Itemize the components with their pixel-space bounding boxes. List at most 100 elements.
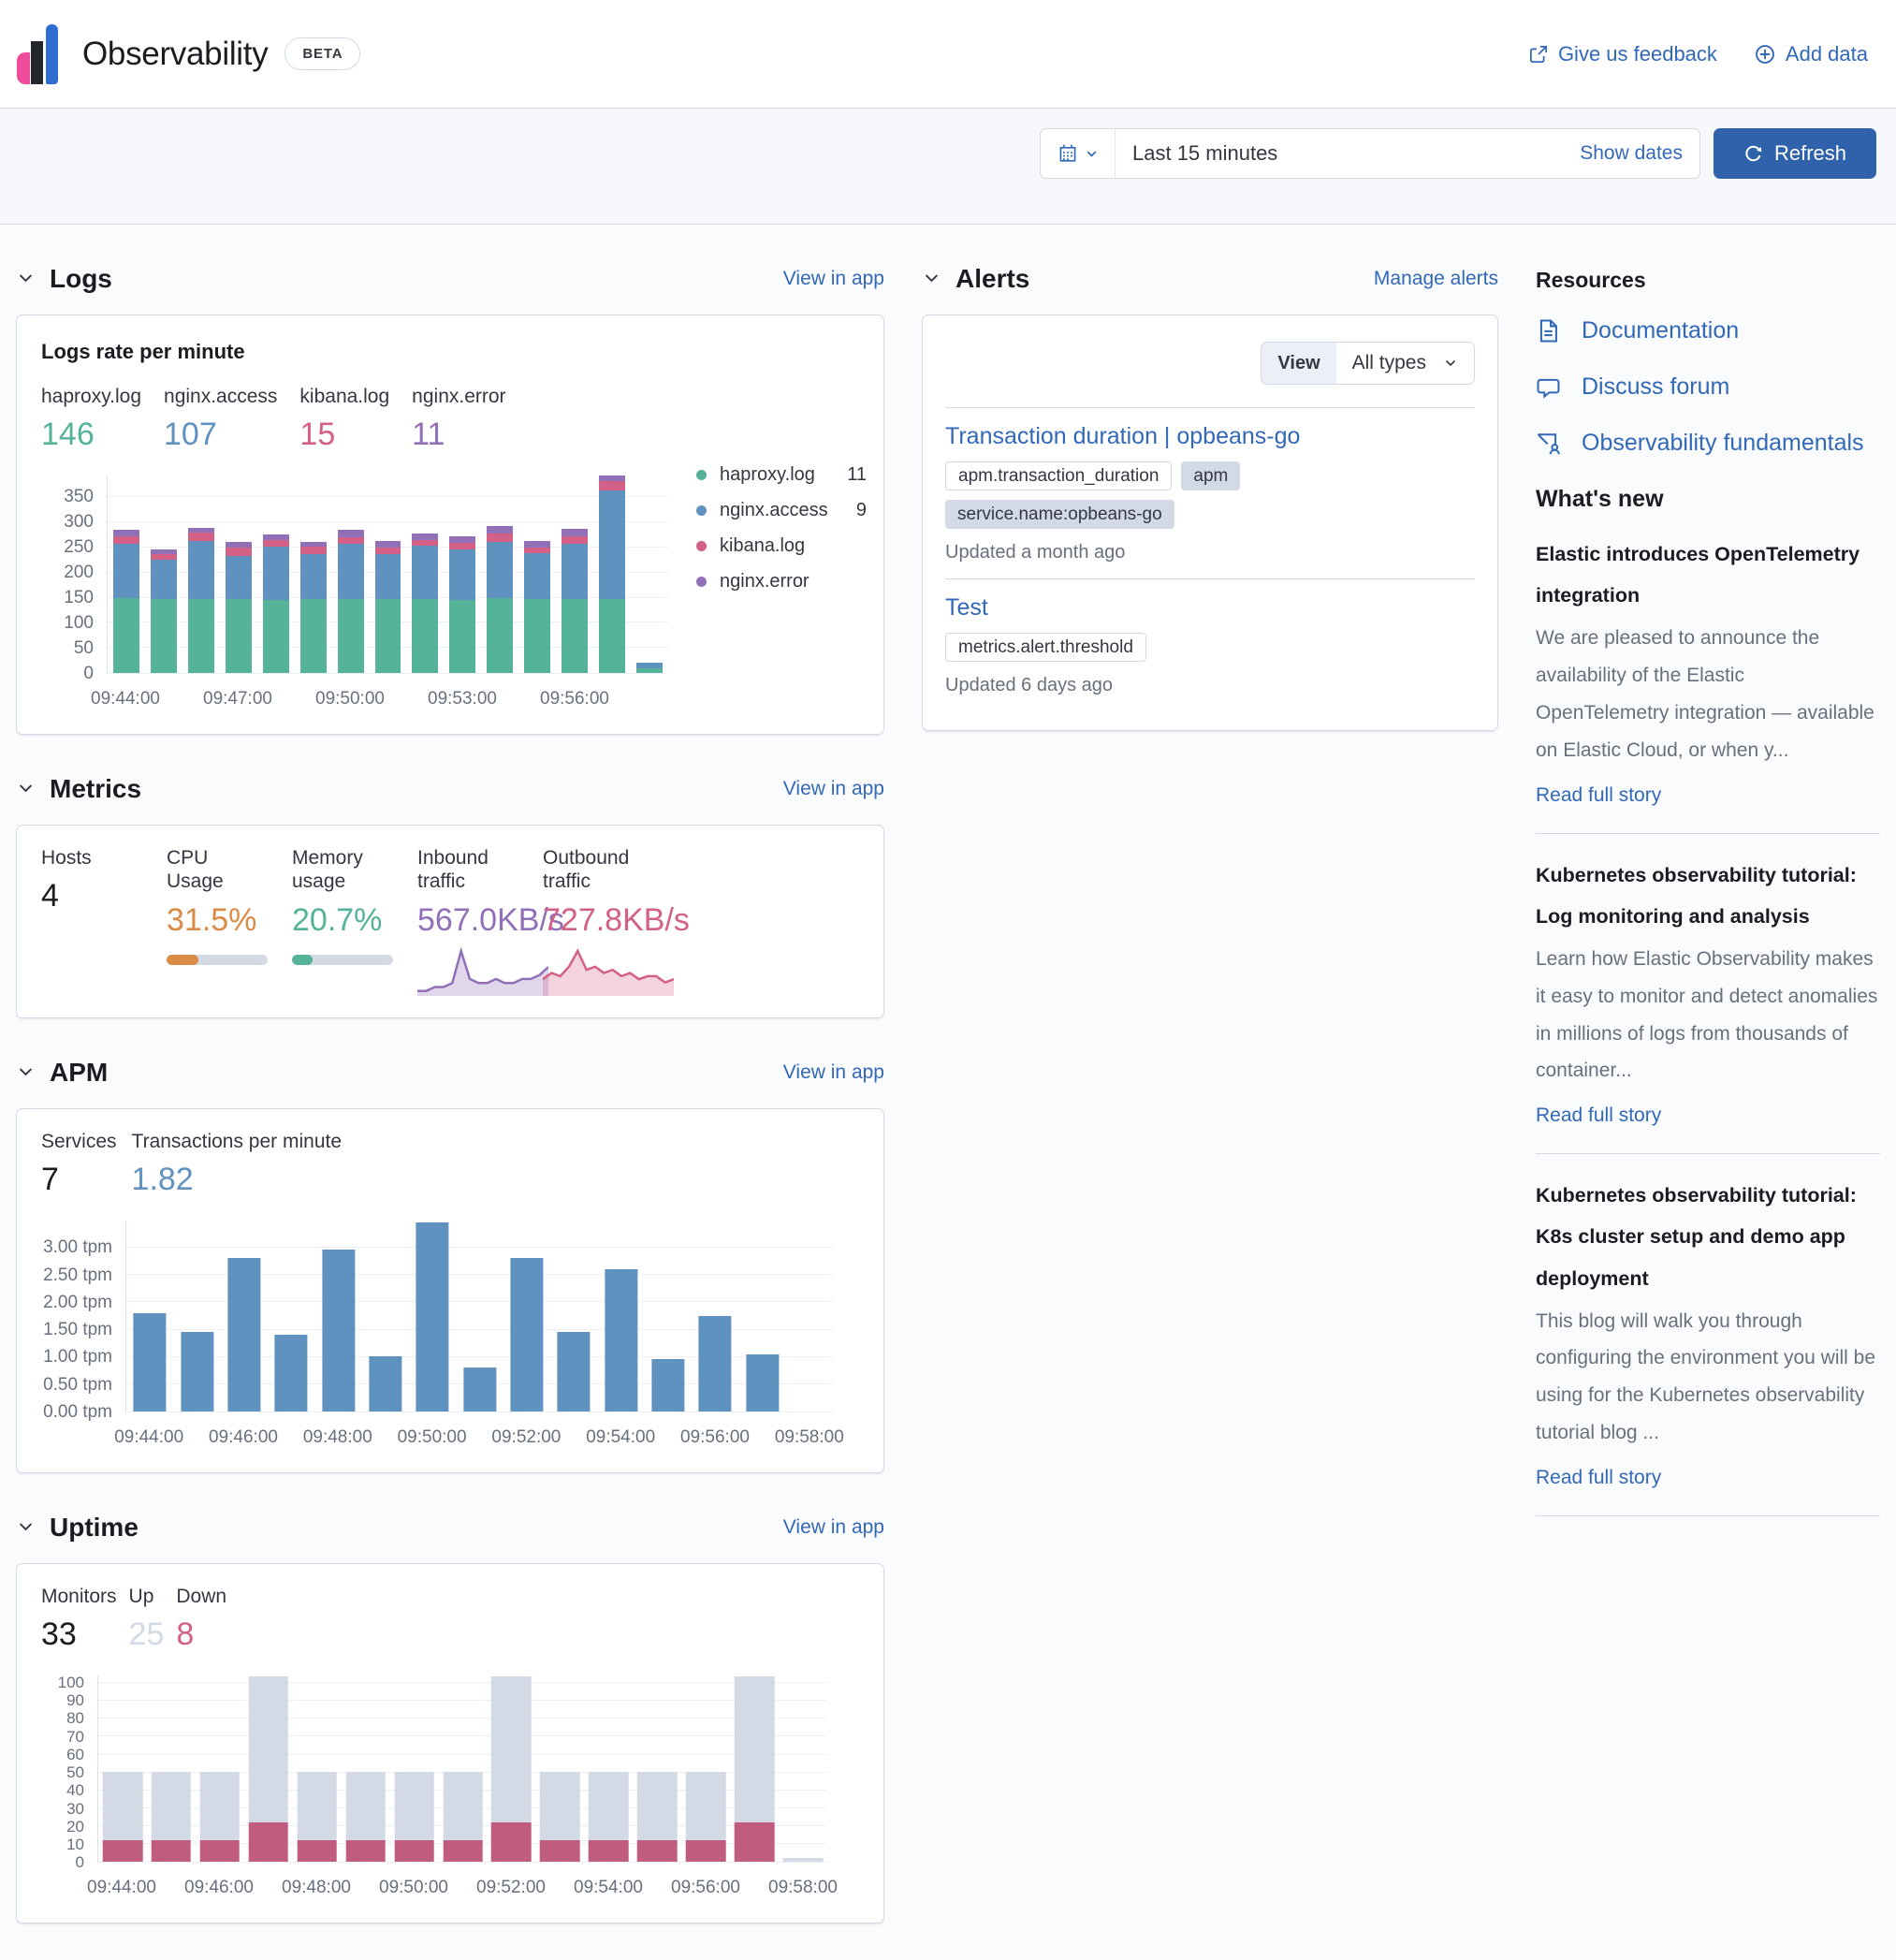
x-axis-tick: 09:46:00: [184, 1878, 254, 1898]
gridline: [126, 1274, 833, 1276]
stat-label: CPU Usage: [167, 847, 224, 893]
date-picker-calendar-button[interactable]: [1041, 129, 1116, 178]
bar-segment-transactions-per-minute: [321, 1250, 356, 1412]
resource-link-discuss-forum[interactable]: Discuss forum: [1536, 373, 1880, 401]
bar-segment-nginx-access: [187, 540, 214, 599]
resource-links: Documentation Discuss forum Observability …: [1536, 317, 1880, 457]
metrics-section-title: Metrics: [50, 774, 142, 804]
stat-label: Transactions per minute: [131, 1130, 343, 1152]
logs-panel: Logs rate per minute haproxy.log 146 nginx…: [16, 314, 884, 736]
bar-segment-kibana-log: [187, 532, 214, 541]
bar-segment-up: [345, 1772, 386, 1841]
bar-segment-nginx-access: [337, 544, 364, 599]
resource-link-documentation[interactable]: Documentation: [1536, 317, 1880, 344]
stat-label: kibana.log: [299, 386, 390, 407]
stat-label: Monitors: [41, 1586, 117, 1608]
bar-segment-down: [394, 1840, 434, 1863]
apm-section-header: APM View in app: [16, 1058, 884, 1088]
progress-bar: [167, 954, 268, 965]
metrics-collapse-chevron-icon[interactable]: [16, 780, 35, 798]
stat-cpu-usage: CPU Usage 31.5%: [167, 846, 270, 996]
bar-segment-nginx-error: [599, 475, 626, 481]
gridline: [108, 495, 668, 497]
logs-view-in-app-link[interactable]: View in app: [782, 268, 884, 289]
observability-logo-icon: [17, 23, 58, 84]
y-axis-tick: 3.00 tpm: [43, 1237, 112, 1258]
metrics-section-header: Metrics View in app: [16, 774, 884, 804]
x-axis-tick: 09:56:00: [540, 689, 609, 709]
bar: [412, 534, 439, 674]
uptime-collapse-chevron-icon[interactable]: [16, 1518, 35, 1537]
x-axis-tick: 09:50:00: [379, 1878, 448, 1898]
bar-segment-nginx-access: [524, 552, 551, 599]
y-axis-tick: 100: [57, 1674, 84, 1692]
bar-segment-kibana-log: [524, 547, 551, 553]
legend-item[interactable]: nginx.error: [696, 563, 867, 599]
bar: [225, 542, 252, 674]
bar: [102, 1772, 143, 1863]
bar-segment-transactions-per-minute: [698, 1315, 732, 1412]
alert-type-filter-select[interactable]: All types: [1335, 343, 1474, 384]
stat-services: Services 7: [41, 1130, 117, 1198]
alert-item: Test metrics.alert.threshold Updated 6 day…: [945, 579, 1475, 711]
alert-badge: apm: [1181, 461, 1241, 490]
bar-segment-down: [345, 1840, 386, 1863]
logs-chart-legend: haproxy.log 11 nginx.access 9 kibana.log ngin…: [668, 453, 867, 713]
bar-segment-kibana-log: [262, 539, 289, 548]
refresh-button[interactable]: Refresh: [1714, 128, 1876, 179]
alerts-collapse-chevron-icon[interactable]: [922, 270, 941, 288]
apm-collapse-chevron-icon[interactable]: [16, 1063, 35, 1082]
bar-segment-transactions-per-minute: [274, 1335, 308, 1412]
bar-segment-transactions-per-minute: [133, 1312, 167, 1412]
time-range-value[interactable]: Last 15 minutes: [1132, 141, 1278, 165]
manage-alerts-link[interactable]: Manage alerts: [1373, 268, 1498, 289]
legend-item[interactable]: nginx.access 9: [696, 492, 867, 528]
uptime-view-in-app-link[interactable]: View in app: [782, 1516, 884, 1539]
metrics-view-in-app-link[interactable]: View in app: [782, 778, 884, 800]
x-axis: 09:44:00 09:46:00 09:48:00 09:50:00 09:52:00…: [87, 1878, 838, 1902]
show-dates-link[interactable]: Show dates: [1580, 142, 1683, 164]
bar-segment-nginx-access: [487, 541, 514, 599]
legend-item[interactable]: haproxy.log 11: [696, 457, 867, 492]
gridline: [98, 1718, 827, 1719]
add-data-link[interactable]: Add data: [1755, 42, 1868, 66]
apm-view-in-app-link[interactable]: View in app: [782, 1060, 884, 1083]
bar-segment-transactions-per-minute: [416, 1221, 449, 1412]
y-axis-tick: 2.00 tpm: [43, 1292, 112, 1312]
read-full-story-link[interactable]: Read full story: [1536, 783, 1662, 806]
alert-badge: apm.transaction_duration: [945, 461, 1173, 490]
legend-item[interactable]: kibana.log: [696, 528, 867, 563]
x-axis-tick: 09:44:00: [114, 1427, 184, 1448]
bar: [449, 535, 476, 674]
bar: [487, 525, 514, 674]
gridline: [108, 520, 668, 522]
alert-title-link[interactable]: Transaction duration | opbeans-go: [945, 423, 1301, 449]
give-feedback-link[interactable]: Give us feedback: [1529, 42, 1717, 66]
legend-dot-icon: [696, 469, 707, 480]
stat-monitors: Monitors 33: [41, 1585, 117, 1653]
stat-value: 25: [128, 1616, 165, 1653]
external-link-icon: [1529, 45, 1548, 64]
bar: [112, 530, 139, 674]
logs-collapse-chevron-icon[interactable]: [16, 270, 35, 288]
uptime-stats-row: Monitors 33 Up 25 Down 8: [41, 1585, 861, 1653]
stat-label: nginx.access: [164, 386, 278, 407]
bar-segment-down: [685, 1840, 726, 1863]
stat-value: 1.82: [131, 1161, 194, 1197]
read-full-story-link[interactable]: Read full story: [1536, 1467, 1662, 1489]
bar-segment-haproxy-log: [112, 598, 139, 674]
stat-label: Outbound traffic: [543, 847, 630, 893]
stat-label: Services: [41, 1130, 117, 1152]
bar: [782, 1858, 824, 1863]
bar-segment-nginx-error: [187, 527, 214, 533]
article-title: Kubernetes observability tutorial: Log m…: [1536, 863, 1857, 928]
x-axis-tick: 09:46:00: [209, 1427, 278, 1448]
resource-link-observability-fundamentals[interactable]: Observability fundamentals: [1536, 430, 1880, 457]
stat-hosts: Hosts 4: [41, 846, 144, 996]
bar-segment-kibana-log: [599, 480, 626, 490]
read-full-story-link[interactable]: Read full story: [1536, 1104, 1662, 1127]
x-axis-tick: 09:50:00: [397, 1427, 467, 1448]
bar: [321, 1250, 356, 1412]
bar: [262, 534, 289, 674]
alert-title-link[interactable]: Test: [945, 594, 988, 621]
